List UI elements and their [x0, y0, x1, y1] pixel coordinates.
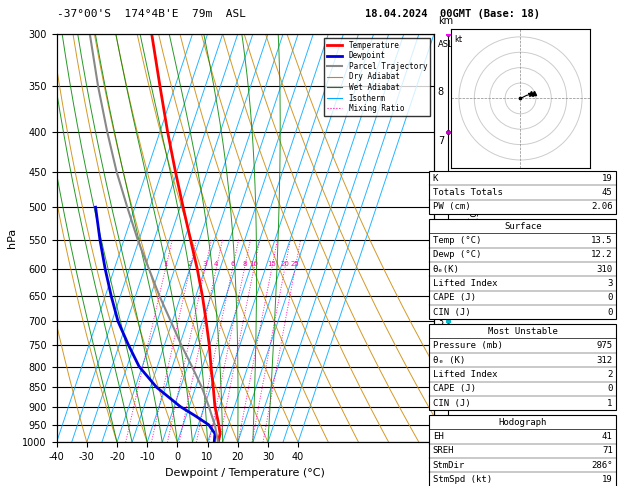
Text: 0: 0 — [607, 293, 613, 302]
Text: 13.5: 13.5 — [591, 236, 613, 245]
Text: EH: EH — [433, 432, 443, 441]
Text: 0: 0 — [607, 308, 613, 317]
Text: Surface: Surface — [504, 222, 542, 231]
Text: 12.2: 12.2 — [591, 250, 613, 260]
Text: CAPE (J): CAPE (J) — [433, 293, 476, 302]
Text: Lifted Index: Lifted Index — [433, 279, 498, 288]
Text: StmSpd (kt): StmSpd (kt) — [433, 475, 492, 484]
Text: 1: 1 — [438, 401, 444, 412]
Text: km: km — [438, 16, 453, 26]
Text: 312: 312 — [596, 355, 613, 364]
Text: Most Unstable: Most Unstable — [487, 327, 558, 336]
Y-axis label: Mixing Ratio (g/kg): Mixing Ratio (g/kg) — [469, 192, 479, 284]
Text: Hodograph: Hodograph — [499, 417, 547, 427]
Text: 310: 310 — [596, 264, 613, 274]
Text: Pressure (mb): Pressure (mb) — [433, 341, 503, 350]
Text: Lifted Index: Lifted Index — [433, 370, 498, 379]
Text: 10: 10 — [249, 261, 259, 267]
Text: 3: 3 — [438, 317, 444, 327]
Text: 975: 975 — [596, 341, 613, 350]
Text: LCL: LCL — [438, 438, 453, 447]
Text: -37°00'S  174°4B'E  79m  ASL: -37°00'S 174°4B'E 79m ASL — [57, 9, 245, 19]
Text: 2: 2 — [607, 370, 613, 379]
Text: 41: 41 — [602, 432, 613, 441]
Text: 15: 15 — [267, 261, 276, 267]
Text: 0: 0 — [607, 384, 613, 393]
Text: kt: kt — [454, 35, 462, 44]
Text: 8: 8 — [438, 87, 444, 97]
Text: PW (cm): PW (cm) — [433, 202, 470, 211]
Text: Temp (°C): Temp (°C) — [433, 236, 481, 245]
Text: 2: 2 — [187, 261, 192, 267]
Text: 7: 7 — [438, 136, 444, 146]
Text: Totals Totals: Totals Totals — [433, 188, 503, 197]
Text: 18.04.2024  00GMT (Base: 18): 18.04.2024 00GMT (Base: 18) — [365, 9, 540, 19]
Text: 19: 19 — [602, 475, 613, 484]
Text: CIN (J): CIN (J) — [433, 399, 470, 408]
Text: 6: 6 — [438, 183, 444, 192]
Text: Dewp (°C): Dewp (°C) — [433, 250, 481, 260]
Y-axis label: hPa: hPa — [7, 228, 17, 248]
Text: 3: 3 — [607, 279, 613, 288]
Text: 5: 5 — [438, 228, 444, 238]
Text: 20: 20 — [281, 261, 289, 267]
Text: K: K — [433, 174, 438, 183]
Legend: Temperature, Dewpoint, Parcel Trajectory, Dry Adiabat, Wet Adiabat, Isotherm, Mi: Temperature, Dewpoint, Parcel Trajectory… — [324, 38, 430, 116]
Text: θₑ (K): θₑ (K) — [433, 355, 465, 364]
Text: ASL: ASL — [438, 40, 454, 49]
Text: StmDir: StmDir — [433, 461, 465, 470]
Text: 2: 2 — [438, 360, 444, 369]
Text: 45: 45 — [602, 188, 613, 197]
Text: 4: 4 — [214, 261, 218, 267]
Text: θₑ(K): θₑ(K) — [433, 264, 460, 274]
Text: 2.06: 2.06 — [591, 202, 613, 211]
Text: 6: 6 — [230, 261, 235, 267]
Text: 1: 1 — [607, 399, 613, 408]
Text: 1: 1 — [163, 261, 168, 267]
Text: CAPE (J): CAPE (J) — [433, 384, 476, 393]
Text: 4: 4 — [438, 273, 444, 283]
Text: CIN (J): CIN (J) — [433, 308, 470, 317]
Text: 71: 71 — [602, 446, 613, 455]
Text: 3: 3 — [203, 261, 207, 267]
Text: 286°: 286° — [591, 461, 613, 470]
Text: SREH: SREH — [433, 446, 454, 455]
Text: 8: 8 — [242, 261, 247, 267]
Text: 25: 25 — [291, 261, 299, 267]
X-axis label: Dewpoint / Temperature (°C): Dewpoint / Temperature (°C) — [165, 468, 325, 478]
Text: 19: 19 — [602, 174, 613, 183]
